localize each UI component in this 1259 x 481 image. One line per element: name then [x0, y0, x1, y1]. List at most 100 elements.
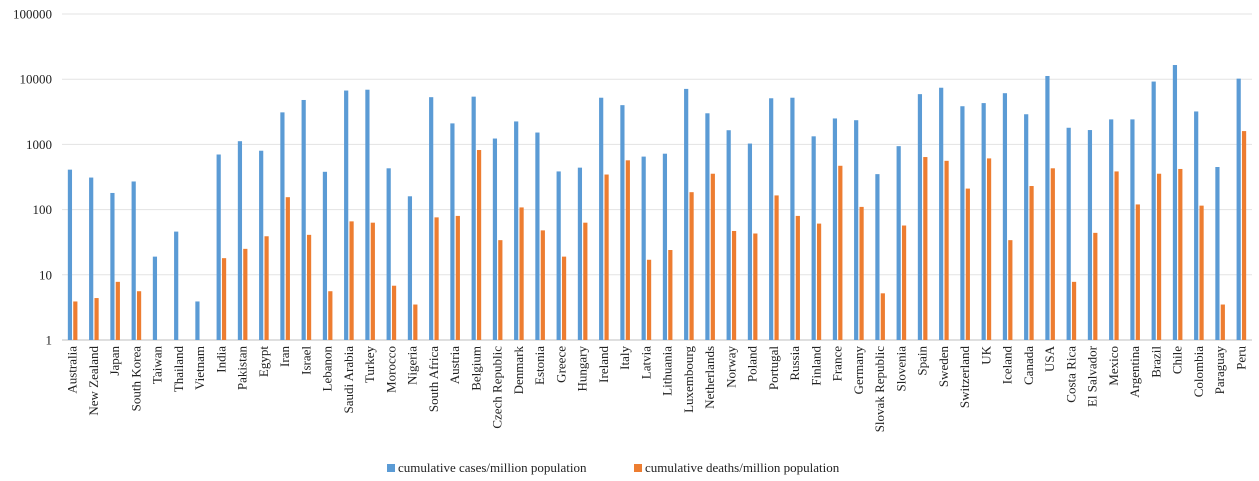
bar-cases [492, 138, 498, 340]
bar-cases [811, 136, 816, 340]
x-tick-label: El Salvador [1085, 345, 1100, 407]
bar-cases [67, 169, 73, 340]
bar-cases [514, 121, 519, 340]
bar-deaths [221, 258, 227, 340]
bar-cases [195, 301, 200, 340]
x-tick-label: Lithuania [660, 346, 675, 396]
bar-cases [216, 154, 221, 340]
bar-cases [960, 106, 965, 340]
x-tick-label: Peru [1233, 346, 1248, 370]
bar-deaths [73, 301, 78, 340]
x-tick-label: Netherlands [702, 346, 717, 409]
bar-deaths [986, 158, 992, 340]
bar-cases [981, 103, 986, 340]
x-tick-label: Switzerland [957, 346, 972, 409]
x-tick-label: Italy [617, 346, 632, 370]
x-tick-label: Czech Republic [490, 346, 505, 429]
x-tick-label: Mexico [1106, 346, 1121, 386]
y-tick-label: 10000 [20, 72, 53, 87]
bar-deaths [668, 250, 673, 340]
x-tick-label: Sweden [936, 346, 951, 388]
x-tick-label: Norway [723, 346, 738, 388]
y-tick-label: 100000 [13, 7, 52, 22]
bar-cases [620, 105, 625, 341]
bar-cases [89, 177, 94, 340]
bar-cases [1130, 119, 1135, 340]
x-tick-label: Austria [447, 346, 462, 385]
bar-cases [726, 130, 731, 340]
x-tick-label: Estonia [532, 346, 547, 385]
x-tick-label: USA [1042, 345, 1057, 372]
bar-cases [471, 96, 476, 341]
bar-cases [110, 192, 115, 340]
bar-deaths [498, 240, 503, 340]
bar-deaths [328, 291, 333, 340]
x-tick-label: Slovak Republic [872, 346, 887, 433]
bar-deaths [944, 160, 949, 340]
bar-deaths [901, 225, 907, 340]
x-tick-label: Denmark [511, 346, 526, 395]
x-tick-label: Taiwan [150, 346, 165, 385]
bar-deaths [243, 248, 248, 340]
x-tick-label: Hungary [575, 346, 590, 392]
x-tick-label: Portugal [766, 346, 781, 390]
bar-cases [1109, 119, 1114, 340]
bar-deaths [880, 293, 885, 340]
bar-cases [1194, 111, 1199, 341]
bar-cases [535, 132, 540, 340]
bar-deaths [540, 230, 545, 340]
x-tick-label: Ireland [596, 346, 611, 383]
y-tick-label: 1 [46, 333, 53, 348]
bar-deaths [923, 157, 928, 340]
bar-deaths [1135, 204, 1140, 340]
bar-deaths [859, 206, 864, 340]
y-tick-label: 10 [39, 267, 52, 282]
x-tick-label: Belgium [468, 346, 483, 391]
bar-cases [747, 143, 753, 340]
bar-deaths [136, 291, 142, 340]
bar-cases [769, 98, 774, 341]
x-tick-label: Lebanon [320, 346, 335, 392]
x-axis-labels: Australia New Zealand Japan South Korea Taiw… [65, 345, 1249, 432]
bar-cases [1045, 75, 1050, 341]
bar-deaths [115, 281, 120, 340]
x-tick-label: Argentina [1127, 346, 1142, 398]
bar-cases [386, 168, 391, 340]
bar-deaths [1241, 131, 1247, 340]
bar-cases [237, 141, 243, 340]
bar-deaths [710, 173, 715, 340]
legend-label-deaths: cumulative deaths/million population [645, 460, 840, 475]
legend: cumulative cases/million population cumu… [387, 460, 840, 475]
x-tick-label: Vietnam [192, 346, 207, 390]
bar-deaths [1114, 171, 1119, 340]
bar-cases [1002, 93, 1008, 340]
x-tick-label: Israel [298, 346, 313, 375]
bar-cases [854, 120, 859, 341]
bar-deaths [391, 285, 397, 340]
x-tick-label: Russia [787, 346, 802, 381]
x-tick-label: Germany [851, 346, 866, 395]
bar-deaths [795, 215, 800, 340]
bar-deaths [1156, 173, 1162, 340]
bar-cases [1215, 167, 1220, 340]
x-tick-label: South Korea [128, 346, 143, 412]
x-tick-label: India [213, 346, 228, 373]
bar-cases [662, 153, 668, 340]
x-tick-label: Egypt [256, 346, 271, 377]
bar-deaths [1093, 232, 1098, 340]
y-axis-ticks: 1 10 100 1000 10000 100000 [13, 7, 52, 348]
bar-cases [407, 196, 413, 340]
bar-deaths [583, 222, 588, 340]
bar-deaths [646, 259, 652, 340]
bar-cases [1087, 130, 1093, 340]
bar-deaths [413, 304, 418, 340]
x-tick-label: Pakistan [235, 346, 250, 391]
bar-deaths [753, 233, 758, 340]
bar-deaths [1178, 168, 1183, 340]
legend-label-cases: cumulative cases/million population [398, 460, 587, 475]
x-tick-label: Latvia [638, 346, 653, 379]
y-tick-label: 1000 [26, 137, 52, 152]
bar-cases [131, 181, 136, 340]
x-tick-label: Colombia [1191, 346, 1206, 398]
bar-cases [1172, 65, 1178, 341]
